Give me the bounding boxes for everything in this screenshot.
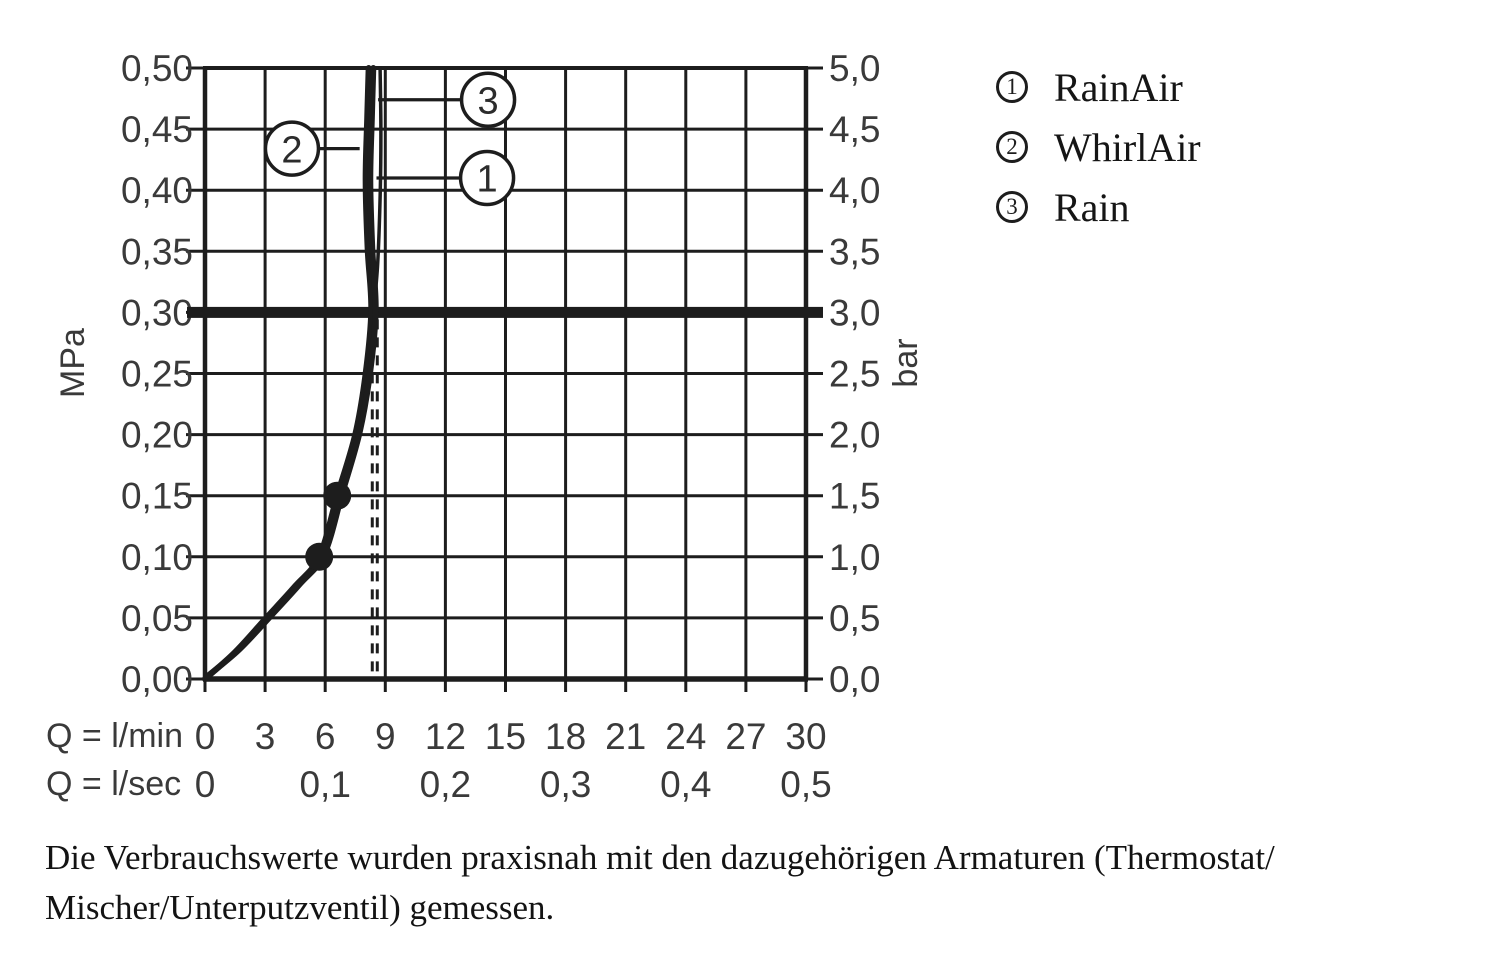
x-tick-label-lmin: 21 xyxy=(605,716,646,757)
legend-number-icon: 3 xyxy=(996,191,1028,223)
x-tick-label-lmin: 0 xyxy=(195,716,216,757)
callout-circle xyxy=(458,149,516,207)
y-tick-label-bar: 3,0 xyxy=(829,292,880,333)
y-tick-label-mpa: 0,25 xyxy=(121,354,193,395)
y-tick-label-bar: 0,0 xyxy=(829,659,880,700)
y-tick-label-bar: 1,0 xyxy=(829,537,880,578)
legend-item-label: WhirlAir xyxy=(1054,124,1201,170)
flow-pressure-chart: 0 3 6 9 12 15 18 21 24 27 300 0,1 0,2 0,3 0,4 0,50,50 5,… xyxy=(121,48,880,805)
y-tick-label-bar: 2,5 xyxy=(829,354,880,395)
caption-line-1: Die Verbrauchswerte wurden praxisnah mit… xyxy=(45,838,1275,877)
legend-number-icon: 2 xyxy=(996,131,1028,163)
y-tick-label-mpa: 0,10 xyxy=(121,537,193,578)
data-point-marker xyxy=(305,542,334,571)
y-tick-label-bar: 0,5 xyxy=(829,598,880,639)
y-tick-label-bar: 2,0 xyxy=(829,415,880,456)
y-tick-label-mpa: 0,30 xyxy=(121,292,193,333)
y-axis-right-unit-label: bar xyxy=(887,338,925,388)
y-tick-label-mpa: 0,45 xyxy=(121,109,193,150)
y-tick-label-bar: 5,0 xyxy=(829,48,880,89)
legend-number-icon: 1 xyxy=(996,71,1028,103)
caption-line-2: Mischer/Unterputzventil) gemessen. xyxy=(45,888,555,927)
legend-item-rainair: 1 RainAir xyxy=(996,64,1201,110)
callout-circle xyxy=(263,120,321,177)
x-tick-label-lmin: 27 xyxy=(725,716,766,757)
callout-number: 2 xyxy=(281,129,302,171)
legend-item-label: RainAir xyxy=(1054,64,1183,110)
y-tick-label-mpa: 0,15 xyxy=(121,476,193,517)
legend-item-whirlair: 2 WhirlAir xyxy=(996,124,1201,170)
y-tick-label-bar: 4,0 xyxy=(829,170,880,211)
curve-rain xyxy=(204,65,379,680)
x-tick-label-lsec: 0,5 xyxy=(780,764,831,805)
y-tick-label-mpa: 0,50 xyxy=(121,48,193,89)
x-tick-label-lmin: 9 xyxy=(375,716,396,757)
x-tick-label-lsec: 0,2 xyxy=(420,764,471,805)
x-tick-label-lmin: 30 xyxy=(785,716,826,757)
x-tick-label-lsec: 0,3 xyxy=(540,764,591,805)
x-tick-label-lsec: 0,4 xyxy=(660,764,711,805)
x-tick-label-lmin: 15 xyxy=(485,716,526,757)
caption: Die Verbrauchswerte wurden praxisnah mit… xyxy=(45,833,1275,933)
y-tick-label-bar: 1,5 xyxy=(829,476,880,517)
y-tick-label-mpa: 0,20 xyxy=(121,415,193,456)
y-axis-left-unit-label: MPa xyxy=(54,328,92,398)
y-tick-label-mpa: 0,00 xyxy=(121,659,193,700)
y-tick-label-mpa: 0,40 xyxy=(121,170,193,211)
max-pressure-reference-line xyxy=(187,306,823,318)
y-tick-label-bar: 4,5 xyxy=(829,109,880,150)
x-tick-label-lmin: 24 xyxy=(665,716,706,757)
x-tick-label-lsec: 0,1 xyxy=(299,764,350,805)
y-tick-label-mpa: 0,05 xyxy=(121,598,193,639)
legend: 1 RainAir 2 WhirlAir 3 Rain xyxy=(996,64,1201,244)
x-axis-lsec-label: Q = l/sec xyxy=(46,765,182,803)
callout-number: 1 xyxy=(476,159,497,201)
legend-item-label: Rain xyxy=(1054,184,1130,230)
x-axis-lmin-label: Q = l/min xyxy=(46,717,183,755)
legend-item-rain: 3 Rain xyxy=(996,184,1201,230)
callout-circle xyxy=(459,71,517,129)
y-tick-label-bar: 3,5 xyxy=(829,231,880,272)
y-tick-label-mpa: 0,35 xyxy=(121,231,193,272)
x-tick-label-lmin: 12 xyxy=(425,716,466,757)
data-point-marker xyxy=(323,481,352,510)
x-tick-label-lmin: 3 xyxy=(255,716,276,757)
x-tick-label-lmin: 6 xyxy=(315,716,336,757)
callout-number: 3 xyxy=(477,80,498,122)
x-tick-label-lmin: 18 xyxy=(545,716,586,757)
x-tick-label-lsec: 0 xyxy=(195,764,216,805)
